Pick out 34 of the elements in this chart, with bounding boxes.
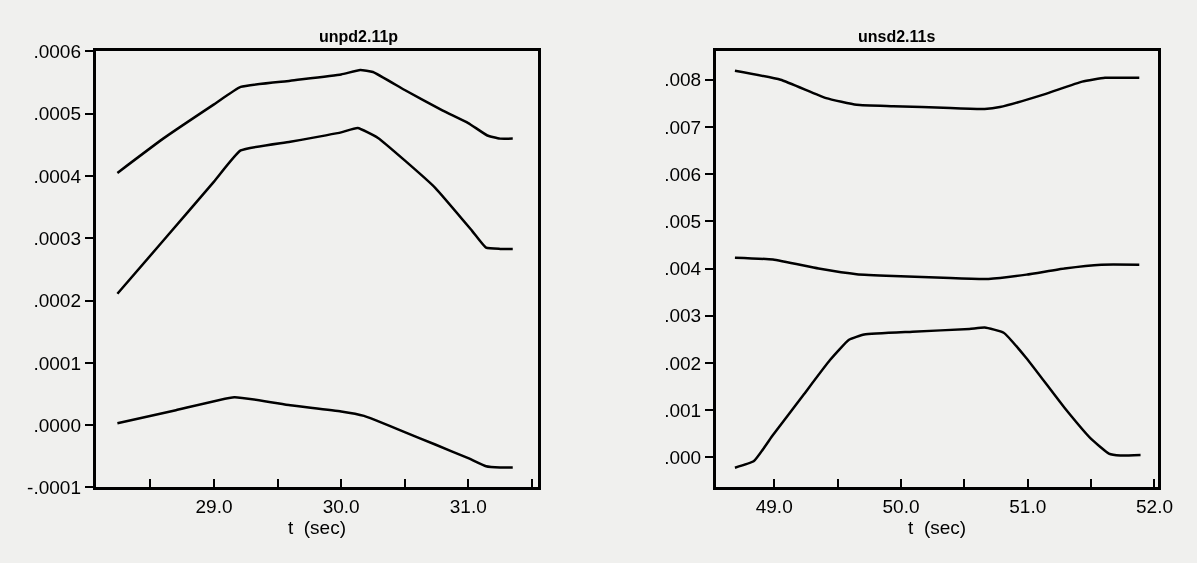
x-tick-label: 31.0: [449, 496, 487, 518]
chart-title: unpd2.11p: [319, 28, 399, 45]
line-series: [733, 256, 1141, 281]
y-tick-label: .001: [664, 399, 702, 421]
x-axis-title: t (sec): [908, 517, 967, 539]
chart-title: unsd2.11s: [858, 28, 936, 45]
x-axis-title: t (sec): [287, 517, 347, 539]
x-tick-label: 29.0: [195, 496, 233, 518]
y-tick-label: .006: [664, 163, 702, 185]
x-tick-label: 30.0: [322, 496, 360, 518]
x-tick-label: 52.0: [1136, 496, 1173, 518]
x-tick-label: 50.0: [882, 496, 920, 518]
y-tick-label: .004: [664, 258, 702, 280]
line-series: [733, 326, 1142, 469]
y-tick-label: .000: [664, 446, 702, 468]
y-tick-label: .008: [664, 69, 702, 91]
y-tick-label: .0005: [33, 103, 81, 125]
y-tick-label: -.0001: [27, 477, 81, 499]
line-series: [116, 126, 514, 295]
y-tick-label: .0000: [33, 414, 81, 436]
line-series: [116, 68, 514, 175]
line-series: [733, 69, 1141, 111]
y-tick-label: .0003: [33, 227, 81, 249]
y-tick-label: .002: [664, 352, 702, 374]
y-tick-label: .0002: [33, 290, 81, 312]
y-tick-label: .003: [664, 305, 702, 327]
line-series: [116, 395, 514, 469]
y-tick-label: .0001: [33, 352, 81, 374]
y-tick-label: .005: [664, 210, 702, 232]
x-tick-label: 51.0: [1009, 496, 1047, 518]
y-tick-label: .007: [664, 116, 702, 138]
y-tick-label: .0006: [33, 41, 81, 63]
x-tick-label: 49.0: [755, 496, 793, 518]
y-tick-label: .0004: [33, 165, 82, 187]
